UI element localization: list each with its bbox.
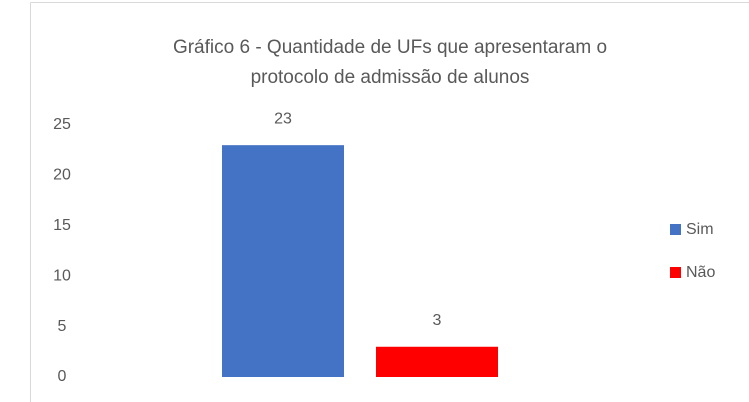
y-tick-label: 15 [53, 217, 71, 234]
legend-label: Não [686, 264, 715, 281]
y-tick-label: 0 [58, 368, 67, 385]
bar [222, 145, 344, 377]
chart-title: protocolo de admissão de alunos [251, 67, 530, 88]
y-tick-label: 10 [53, 267, 71, 284]
bar [376, 346, 498, 377]
y-tick-label: 5 [58, 318, 67, 335]
legend-swatch [670, 224, 681, 235]
y-tick-label: 25 [53, 116, 71, 133]
chart-title: Gráfico 6 - Quantidade de UFs que aprese… [173, 37, 607, 58]
y-tick-label: 20 [53, 167, 71, 184]
legend-swatch [670, 267, 681, 278]
data-label: 3 [433, 312, 442, 329]
legend-label: Sim [686, 221, 714, 238]
data-label: 23 [274, 110, 292, 127]
